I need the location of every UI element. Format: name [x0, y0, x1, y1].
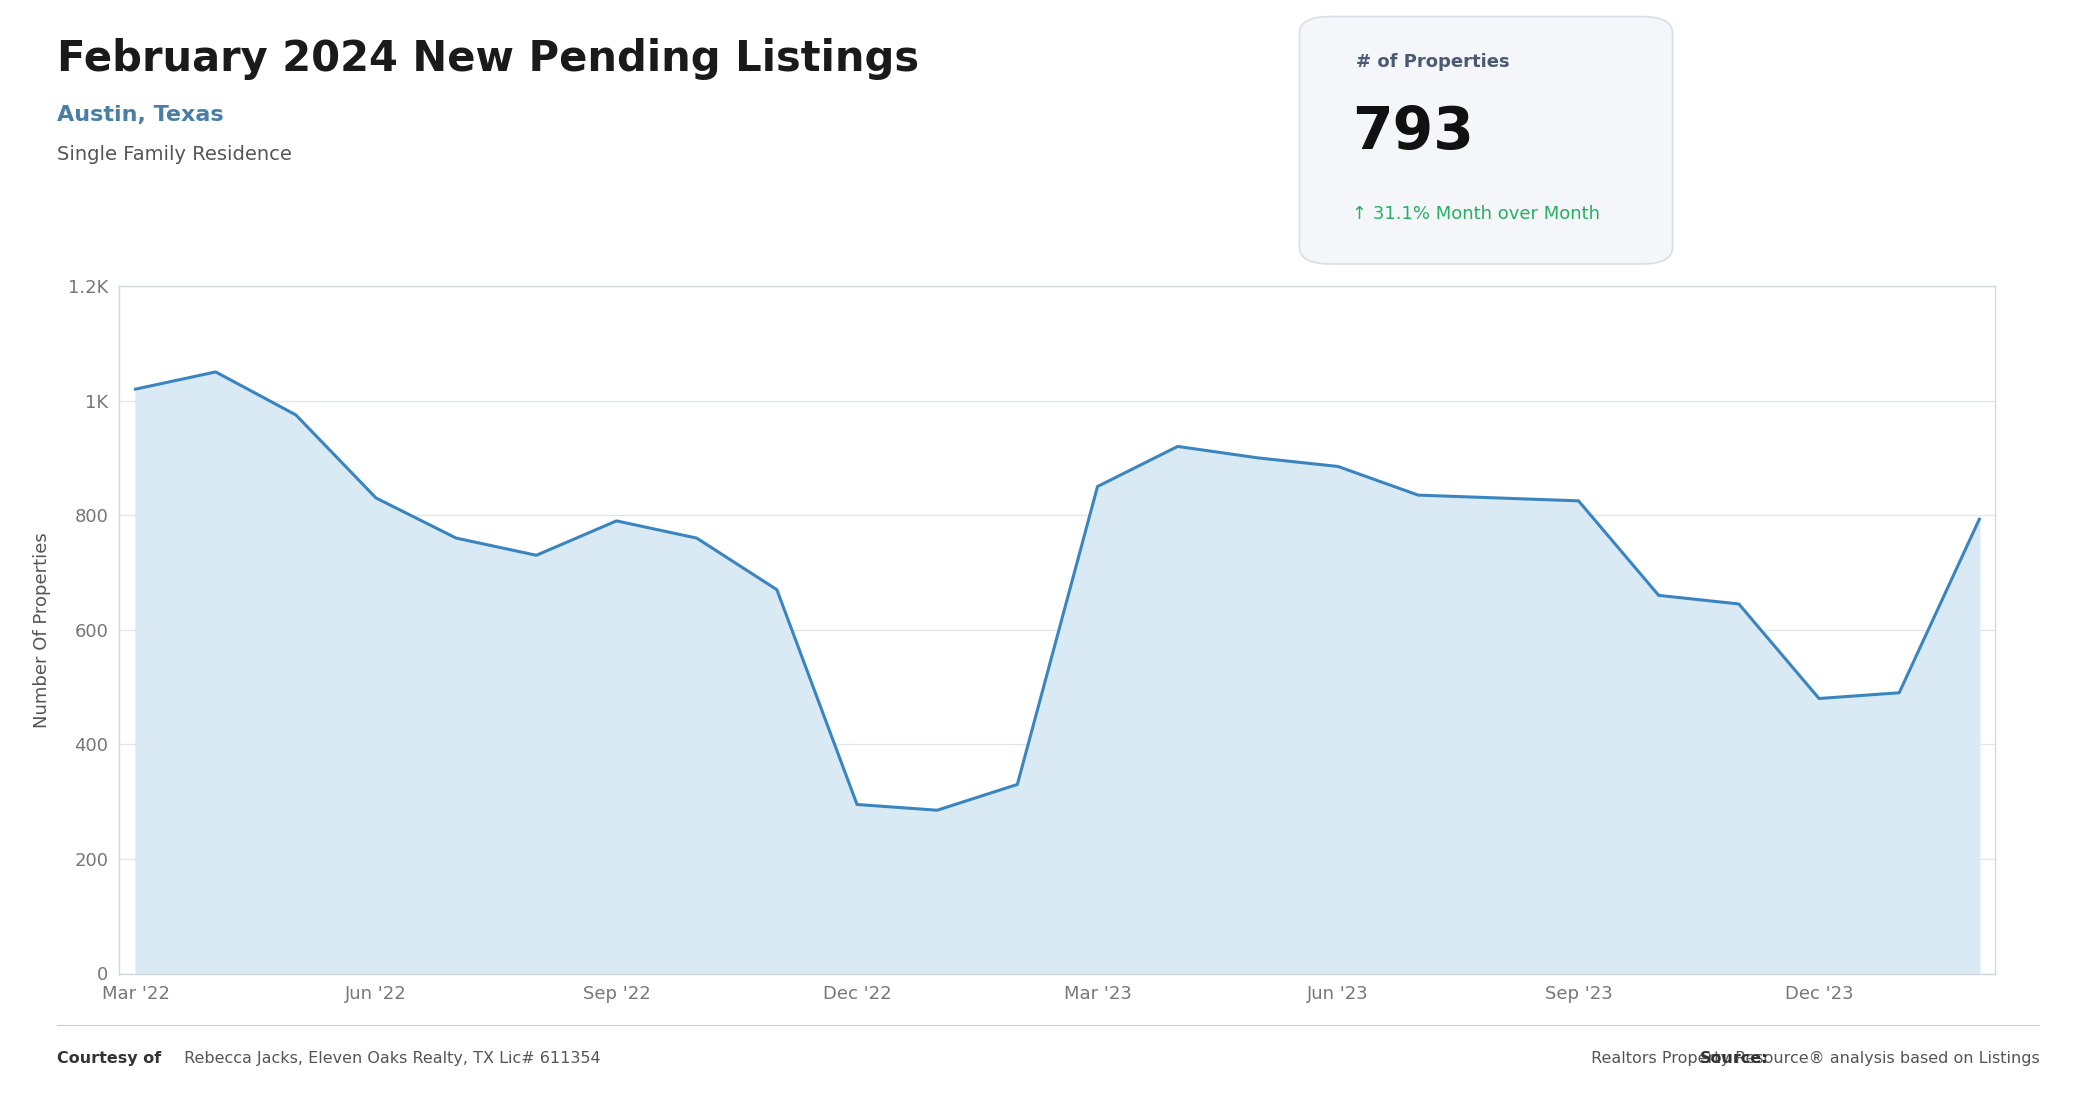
Text: Rebecca Jacks, Eleven Oaks Realty, TX Lic# 611354: Rebecca Jacks, Eleven Oaks Realty, TX Li… — [180, 1050, 602, 1066]
Text: ↑ 31.1% Month over Month: ↑ 31.1% Month over Month — [1352, 206, 1599, 223]
Text: Austin, Texas: Austin, Texas — [57, 104, 222, 124]
Text: Source:: Source: — [1700, 1050, 1769, 1066]
Text: Realtors Property Resource® analysis based on Listings: Realtors Property Resource® analysis bas… — [1587, 1050, 2039, 1066]
Text: Courtesy of: Courtesy of — [57, 1050, 161, 1066]
Text: 793: 793 — [1352, 104, 1473, 162]
Y-axis label: Number Of Properties: Number Of Properties — [34, 532, 50, 727]
Text: Single Family Residence: Single Family Residence — [57, 145, 291, 164]
Text: # of Properties: # of Properties — [1356, 53, 1509, 70]
Text: February 2024 New Pending Listings: February 2024 New Pending Listings — [57, 39, 918, 80]
